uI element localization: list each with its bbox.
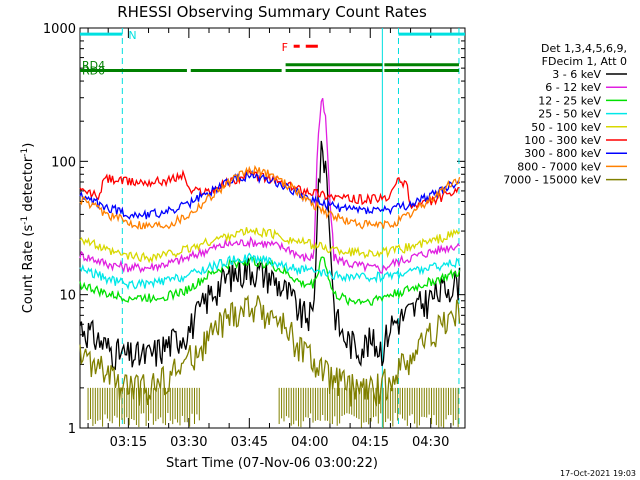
legend-entry-label: 50 - 100 keV (531, 121, 601, 134)
legend-header-line-1: Det 1,3,4,5,6,9, (541, 42, 627, 55)
series-line-6 (79, 169, 461, 220)
legend-entry-label: 100 - 300 keV (524, 134, 601, 147)
series-line-4 (79, 227, 461, 264)
x-tick-label: 04:00 (291, 435, 328, 450)
series-line-0 (79, 140, 461, 371)
x-axis-label: Start Time (07-Nov-06 03:00:22) (166, 456, 378, 471)
y-axis-label-mid: detector (21, 156, 36, 216)
series-line-3 (79, 252, 461, 291)
y-tick-label: 10 (59, 289, 76, 304)
legend-entry-label: 7000 - 15000 keV (503, 174, 601, 187)
legend-entry-label: 25 - 50 keV (538, 108, 601, 121)
y-tick-label: 1 (68, 422, 76, 437)
series-line-5 (79, 169, 460, 210)
y-axis-label-sup2: -1 (20, 148, 30, 157)
y-axis-label-sup: -1 (20, 216, 30, 225)
attenuator-label: RD4 (82, 59, 105, 72)
y-axis-label-end: ) (21, 143, 36, 148)
flag-label: F (282, 41, 288, 54)
x-tick-label: 03:45 (231, 435, 268, 450)
legend-entry-label: 6 - 12 keV (545, 81, 601, 94)
series-layer (79, 97, 461, 428)
y-tick-label: 100 (51, 155, 76, 170)
chart-title: RHESSI Observing Summary Count Rates (117, 3, 427, 21)
labels-layer: RHESSI Observing Summary Count Rates Sta… (20, 3, 636, 478)
x-tick-label: 04:15 (352, 435, 389, 450)
series-line-8 (79, 294, 461, 407)
x-tick-label: 03:15 (110, 435, 147, 450)
legend-entry-label: 12 - 25 keV (538, 94, 601, 107)
legend-entry-label: 800 - 7000 keV (517, 160, 601, 173)
axes-layer: 1 10 100 1000 03:15 03:30 03:45 04:00 04:15 04:30 (43, 22, 466, 450)
footer-timestamp: 17-Oct-2021 19:03 (560, 469, 636, 478)
series-line-2 (79, 255, 461, 307)
legend-entry-label: 300 - 800 keV (524, 147, 601, 160)
x-tick-label: 03:30 (170, 435, 207, 450)
y-axis-label-start: Count Rate (s (21, 225, 36, 314)
x-tick-label: 04:30 (412, 435, 449, 450)
y-tick-label: 1000 (43, 22, 76, 37)
legend-entry-label: 3 - 6 keV (552, 68, 601, 81)
legend-header-line-2: FDecim 1, Att 0 (542, 55, 627, 68)
flag-label: N (128, 29, 136, 42)
y-axis-label: Count Rate (s-1 detector-1) (20, 143, 36, 314)
series-line-1 (79, 97, 461, 274)
series-line-7 (79, 164, 461, 230)
plot-frame (79, 27, 466, 429)
